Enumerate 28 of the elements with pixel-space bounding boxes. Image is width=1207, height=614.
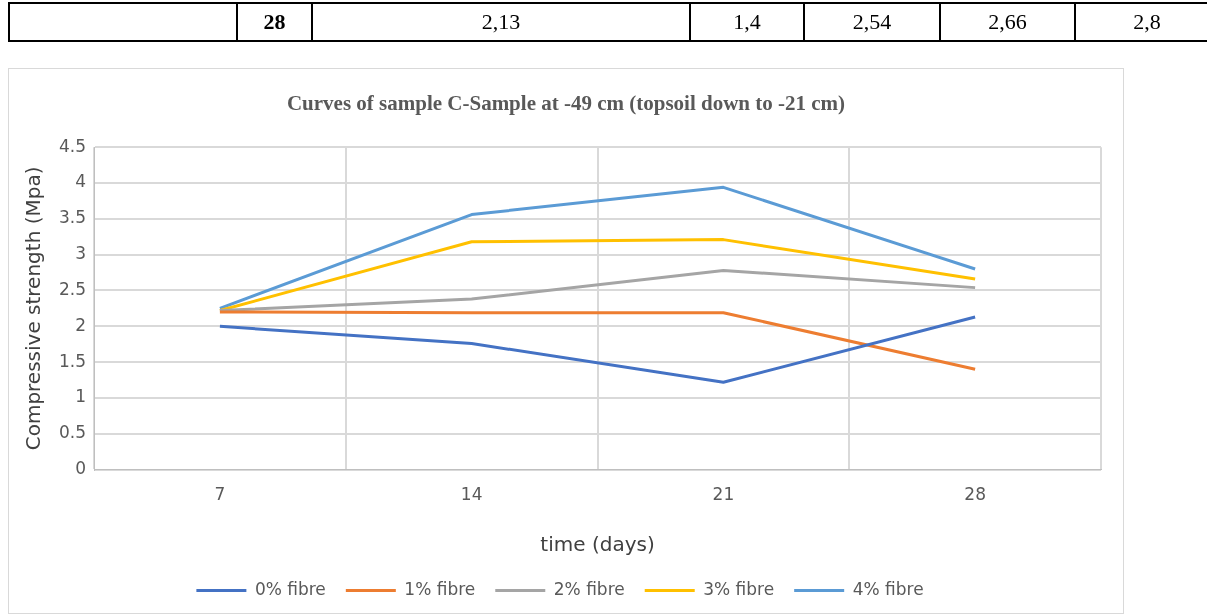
- y-tick-label: 2.5: [58, 278, 87, 299]
- y-axis-title: Compressive strength (Mpa): [21, 166, 46, 451]
- x-tick-label: 7: [214, 484, 226, 505]
- y-tick-label: 3: [75, 243, 87, 264]
- text: 28: [237, 3, 312, 41]
- legend-label: 1% fibre: [404, 578, 476, 599]
- legend-label: 0% fibre: [254, 578, 326, 599]
- y-tick-label: 2: [75, 314, 87, 335]
- x-tick-label: 28: [964, 484, 986, 505]
- x-tick-label: 14: [460, 484, 483, 505]
- x-tick-label: 21: [712, 484, 735, 505]
- legend-label: 4% fibre: [852, 578, 924, 599]
- text: 1,4: [690, 3, 804, 41]
- x-axis-title: time (days): [540, 532, 655, 557]
- y-tick-label: 0.5: [58, 422, 87, 443]
- y-tick-label: 1: [75, 386, 87, 407]
- y-tick-label: 3.5: [58, 207, 87, 228]
- y-tick-label: 4.5: [58, 135, 87, 156]
- text: 2,13: [312, 3, 690, 41]
- y-tick-label: 0: [75, 458, 87, 479]
- y-tick-label: 1.5: [58, 350, 87, 371]
- y-tick-label: 4: [75, 171, 87, 192]
- legend-label: 3% fibre: [703, 578, 775, 599]
- text: 2,54: [804, 3, 940, 41]
- chart-title: Curves of sample C-Sample at -49 cm (topsoil down to -21 cm): [285, 91, 847, 116]
- text: 2,8: [1075, 3, 1207, 41]
- legend-label: 2% fibre: [553, 578, 625, 599]
- text: 2,66: [940, 3, 1075, 41]
